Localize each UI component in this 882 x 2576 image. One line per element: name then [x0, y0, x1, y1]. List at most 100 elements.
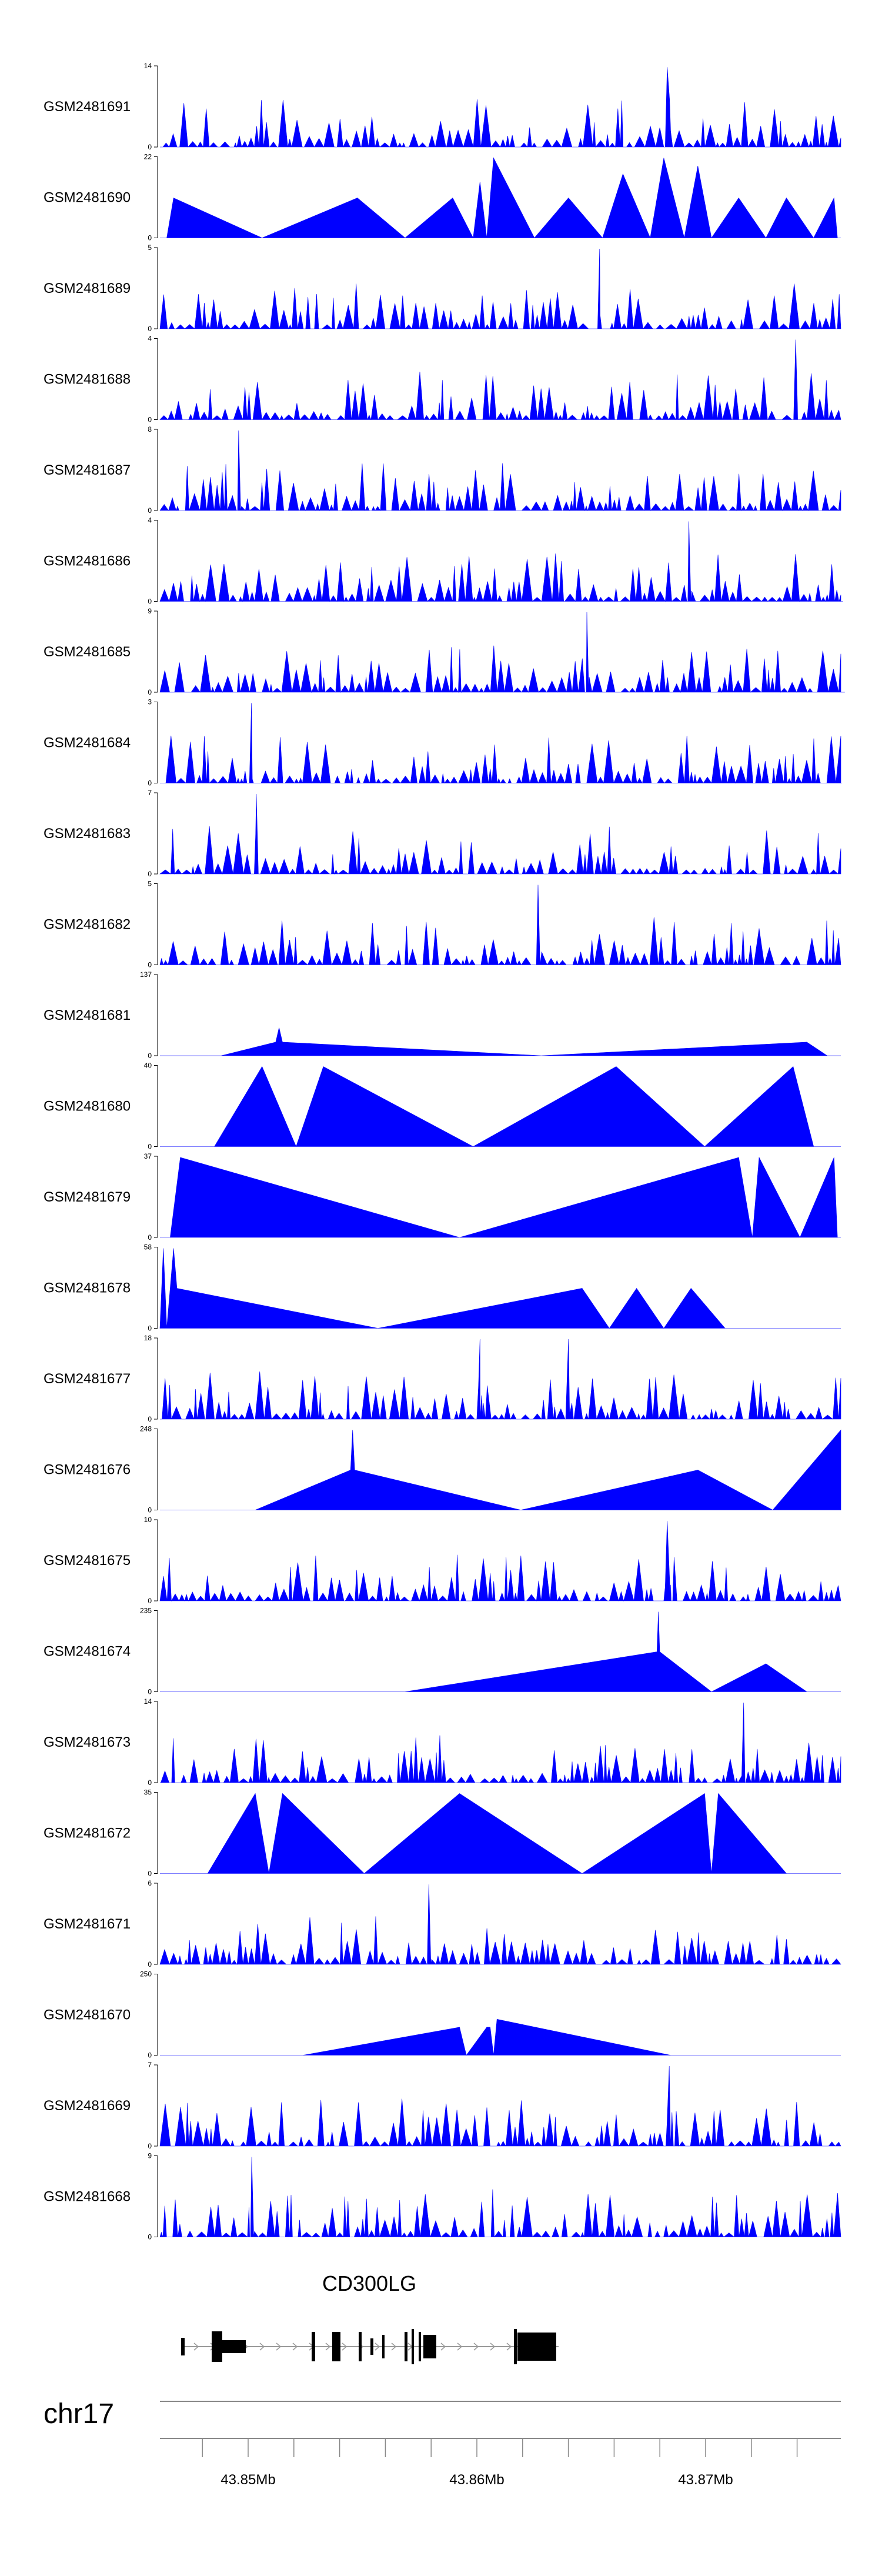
strand-arrow: [193, 2343, 199, 2351]
track-GSM2481674: GSM2481674 235 0: [44, 1607, 841, 1696]
track-GSM2481678: GSM2481678 58 0: [44, 1243, 841, 1333]
track-GSM2481676: GSM2481676 248 0: [44, 1425, 841, 1514]
track-GSM2481681: GSM2481681 137 0: [44, 970, 841, 1060]
y-tick-label-min: 0: [148, 1960, 152, 1968]
y-tick-label-min: 0: [148, 325, 152, 333]
y-tick-label-min: 0: [148, 961, 152, 969]
y-tick-label-max: 137: [140, 970, 152, 979]
gene-exon: [405, 2332, 407, 2361]
coverage-area: [159, 339, 841, 421]
gene-exon: [359, 2332, 362, 2361]
y-tick-label-min: 0: [148, 2051, 152, 2060]
track-GSM2481679: GSM2481679 37 0: [44, 1152, 841, 1242]
x-axis-tick-label: 43.85Mb: [220, 2472, 275, 2488]
track-label: GSM2481691: [44, 99, 131, 115]
track-GSM2481689: GSM2481689 5 0: [44, 243, 841, 333]
coverage-area: [159, 430, 841, 512]
gene-exon: [423, 2335, 436, 2358]
y-tick-label-min: 0: [148, 1597, 152, 1605]
y-tick-label-max: 3: [148, 698, 152, 706]
y-tick-label-max: 6: [148, 1879, 152, 1887]
x-axis-tick-label: 43.87Mb: [678, 2472, 733, 2488]
gene-exon: [312, 2332, 315, 2361]
strand-arrow: [391, 2343, 397, 2351]
track-GSM2481688: GSM2481688 4 0: [44, 335, 841, 424]
track-GSM2481685: GSM2481685 9 0: [44, 607, 845, 696]
y-tick-label-min: 0: [148, 870, 152, 878]
coverage-area: [159, 2066, 841, 2147]
y-tick-label-max: 40: [144, 1062, 152, 1070]
y-tick-label-max: 18: [144, 1334, 152, 1342]
y-tick-label-max: 7: [148, 2061, 152, 2069]
y-tick-label-min: 0: [148, 506, 152, 515]
coverage-area: [160, 2018, 841, 2056]
track-label: GSM2481675: [44, 1553, 131, 1569]
track-label: GSM2481673: [44, 1734, 131, 1750]
gene-exon: [222, 2340, 246, 2353]
strand-arrow: [292, 2343, 298, 2351]
strand-arrow: [457, 2343, 463, 2351]
x-axis-tick-label: 43.86Mb: [449, 2472, 504, 2488]
y-tick-label-min: 0: [148, 143, 152, 151]
gene-exon: [382, 2335, 385, 2358]
track-GSM2481671: GSM2481671 6 0: [44, 1879, 841, 1968]
track-label: GSM2481677: [44, 1371, 131, 1387]
track-GSM2481687: GSM2481687 8 0: [44, 425, 841, 515]
track-label: GSM2481681: [44, 1007, 131, 1023]
coverage-area: [160, 1339, 841, 1420]
gene-exon: [332, 2332, 340, 2361]
track-GSM2481672: GSM2481672 35 0: [44, 1788, 841, 1878]
track-GSM2481670: GSM2481670 250 0: [44, 1970, 841, 2060]
track-label: GSM2481684: [44, 735, 131, 751]
gene-exon: [370, 2338, 373, 2355]
track-label: GSM2481679: [44, 1189, 131, 1205]
gene-model: CD300LG: [181, 2271, 559, 2364]
y-tick-label-min: 0: [148, 1778, 152, 1787]
coverage-area: [160, 703, 842, 784]
gene-exon: [419, 2332, 421, 2361]
y-tick-label-max: 9: [148, 2152, 152, 2160]
coverage-area: [159, 521, 843, 602]
y-tick-label-min: 0: [148, 779, 152, 788]
coverage-area: [160, 1793, 841, 1874]
track-GSM2481675: GSM2481675 10 0: [44, 1516, 841, 1605]
track-GSM2481680: GSM2481680 40 0: [44, 1062, 841, 1151]
coverage-area: [160, 1156, 841, 1238]
y-tick-label-max: 58: [144, 1243, 152, 1252]
y-tick-label-max: 4: [148, 335, 152, 343]
track-GSM2481677: GSM2481677 18 0: [44, 1334, 841, 1423]
y-tick-label-min: 0: [148, 1052, 152, 1060]
track-label: GSM2481674: [44, 1644, 131, 1660]
coverage-area: [160, 1611, 841, 1692]
y-tick-label-min: 0: [148, 234, 152, 242]
gene-exon: [212, 2331, 222, 2362]
track-label: GSM2481669: [44, 2098, 131, 2114]
coverage-area: [159, 1884, 841, 1966]
y-tick-label-min: 0: [148, 1870, 152, 1878]
coverage-area: [159, 2157, 841, 2238]
track-label: GSM2481682: [44, 917, 131, 933]
y-tick-label-min: 0: [148, 1233, 152, 1242]
track-label: GSM2481671: [44, 1916, 131, 1932]
y-tick-label-max: 37: [144, 1152, 152, 1160]
track-label: GSM2481689: [44, 281, 131, 296]
track-GSM2481690: GSM2481690 22 0: [44, 153, 841, 242]
track-label: GSM2481678: [44, 1280, 131, 1296]
track-GSM2481673: GSM2481673 14 0: [44, 1697, 841, 1787]
gene-exon: [181, 2338, 185, 2355]
gene-exon: [412, 2329, 414, 2364]
track-GSM2481691: GSM2481691 14 0: [44, 62, 841, 151]
coverage-area: [159, 885, 841, 966]
coverage-area: [159, 248, 841, 330]
coverage-area: [159, 1248, 841, 1329]
y-tick-label-min: 0: [148, 1324, 152, 1333]
track-label: GSM2481688: [44, 372, 131, 388]
y-tick-label-max: 14: [144, 62, 152, 70]
coverage-area: [160, 1429, 841, 1510]
coverage-area: [159, 1520, 841, 1602]
y-tick-label-max: 5: [148, 243, 152, 252]
track-label: GSM2481680: [44, 1099, 131, 1115]
coverage-area: [160, 1027, 841, 1056]
track-label: GSM2481683: [44, 826, 131, 842]
